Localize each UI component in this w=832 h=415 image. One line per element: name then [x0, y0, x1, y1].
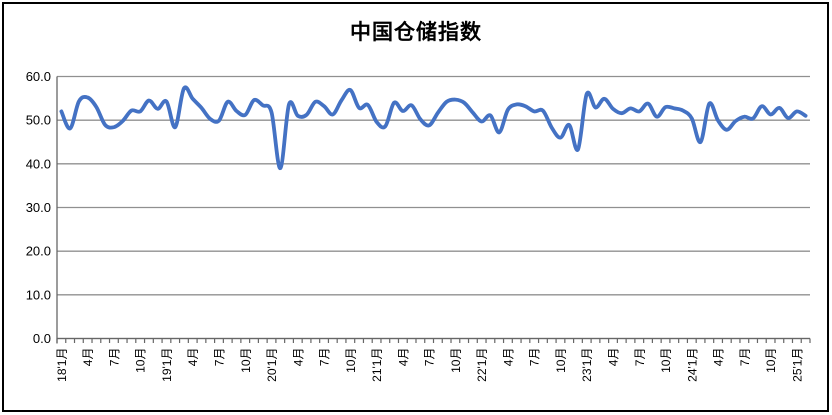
x-axis-label: 25'1月	[790, 348, 804, 382]
x-axis-label: 10月	[764, 348, 778, 373]
x-axis-label: 4月	[396, 348, 410, 367]
x-axis-label: 10月	[344, 348, 358, 373]
x-axis-label: 20'1月	[265, 348, 279, 382]
y-axis-label: 30.0	[26, 200, 51, 215]
chart-title: 中国仓储指数	[350, 21, 482, 44]
x-axis-label: 10月	[659, 348, 673, 373]
x-axis-label: 23'1月	[580, 348, 594, 382]
x-axis-label: 24'1月	[685, 348, 699, 382]
x-axis-label: 7月	[633, 348, 647, 367]
x-axis-label: 10月	[554, 348, 568, 373]
x-axis-label: 22'1月	[475, 348, 489, 382]
x-axis-label: 10月	[449, 348, 463, 373]
y-axis-label: 50.0	[26, 113, 51, 128]
x-axis-label: 7月	[423, 348, 437, 367]
x-axis-label: 21'1月	[370, 348, 384, 382]
x-axis-label: 4月	[291, 348, 305, 367]
x-axis-label: 4月	[81, 348, 95, 367]
y-axis-label: 10.0	[26, 287, 51, 302]
index-line-series	[59, 85, 808, 171]
x-axis-label: 7月	[528, 348, 542, 367]
x-axis-label: 4月	[606, 348, 620, 367]
x-axis-label: 4月	[186, 348, 200, 367]
y-axis-label: 0.0	[33, 331, 51, 346]
x-axis-label: 7月	[212, 348, 226, 367]
x-axis-label: 7月	[738, 348, 752, 367]
x-axis-label: 4月	[501, 348, 515, 367]
y-axis-label: 40.0	[26, 156, 51, 171]
x-axis-label: 10月	[239, 348, 253, 373]
x-axis-label: 4月	[712, 348, 726, 367]
x-axis-label: 18'1月	[55, 348, 69, 382]
x-axis-label: 7月	[107, 348, 121, 367]
x-axis-label: 19'1月	[160, 348, 174, 382]
x-axis-label: 10月	[134, 348, 148, 373]
y-axis-label: 20.0	[26, 244, 51, 259]
x-axis-label: 7月	[318, 348, 332, 367]
y-axis-label: 60.0	[26, 69, 51, 84]
